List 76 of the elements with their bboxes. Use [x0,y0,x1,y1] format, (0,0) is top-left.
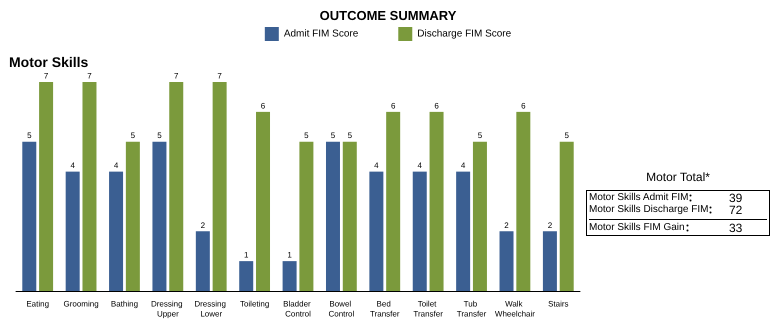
bar [560,142,574,291]
bar [239,261,254,291]
category-label: Motor Skills Admit FIM [589,192,688,204]
x-tick-label: Toileting [240,300,270,308]
data-label: 33 [729,221,742,235]
x-tick-label: Bowel Control [328,300,354,318]
text: Motor Total* [645,170,711,184]
data-label: 4 [374,161,380,170]
x-tick-label: Tub Transfer [456,300,487,318]
bar [169,82,184,291]
data-label: 4 [114,161,119,170]
chart-title: OUTCOME SUMMARY [320,8,457,23]
bar [39,82,54,291]
bar [516,112,530,291]
data-label: 6 [434,101,440,110]
x-tick-label: Dressing Upper [150,300,185,318]
x-tick-label: Toilet Transfer [413,300,444,318]
bar [342,142,357,291]
x-tick-label: Bladder Control [283,300,313,318]
bar [412,172,427,291]
bar [369,172,384,291]
category-label: Motor Skills FIM Gain [589,222,685,234]
bar [472,142,487,291]
data-label: 6 [390,101,396,110]
data-label: 4 [418,161,423,170]
bar [66,172,80,291]
data-label: 5 [564,131,570,140]
data-label: 7 [44,72,49,80]
x-tick-label: Stairs [548,300,569,308]
bar [82,82,96,291]
bar [126,142,140,291]
data-label: 4 [460,161,466,170]
x-tick-label: Bathing [110,300,138,308]
bar [282,261,297,291]
bar [500,231,514,291]
legend-label: Admit FIM Score [284,28,359,40]
data-label: 5 [478,131,483,140]
data-label: 7 [217,72,222,80]
data-label: 5 [348,131,353,140]
bar [430,112,444,291]
data-label: 2 [200,220,206,230]
bar [256,112,270,291]
x-tick-label: Bed Transfer [370,300,400,318]
x-tick-label: Eating [26,300,50,308]
bar [152,142,166,291]
bar [456,172,470,291]
bar [22,142,36,291]
data-label: 5 [304,131,310,140]
data-label: 4 [70,161,76,170]
data-label: 39 [729,191,742,205]
data-label: 5 [130,131,136,140]
data-label: 5 [27,131,32,140]
data-label: 6 [521,101,526,110]
bar [386,112,400,291]
legend-label: Discharge FIM Score [417,28,512,40]
chart-subtitle: Motor Skills [9,54,89,70]
data-label: 72 [729,203,742,217]
data-label: 1 [287,250,292,260]
data-label: 5 [157,131,162,140]
data-label: 7 [87,72,92,80]
data-label: 6 [260,101,266,110]
data-label: 1 [244,250,249,260]
bar [212,82,227,291]
bar [326,142,340,291]
data-label: 2 [548,220,553,230]
data-label: 7 [174,72,180,80]
category-label: Motor Skills Discharge FIM [589,204,708,216]
data-label: 2 [504,220,510,230]
bar [299,142,314,291]
bar [109,172,124,291]
x-tick-label: Dressing Lower [194,300,228,318]
x-tick-label: Walk Wheelchair [494,300,536,318]
x-tick-label: Grooming [64,300,99,308]
data-label: 5 [330,131,336,140]
bar [196,231,210,291]
bar [542,231,557,291]
